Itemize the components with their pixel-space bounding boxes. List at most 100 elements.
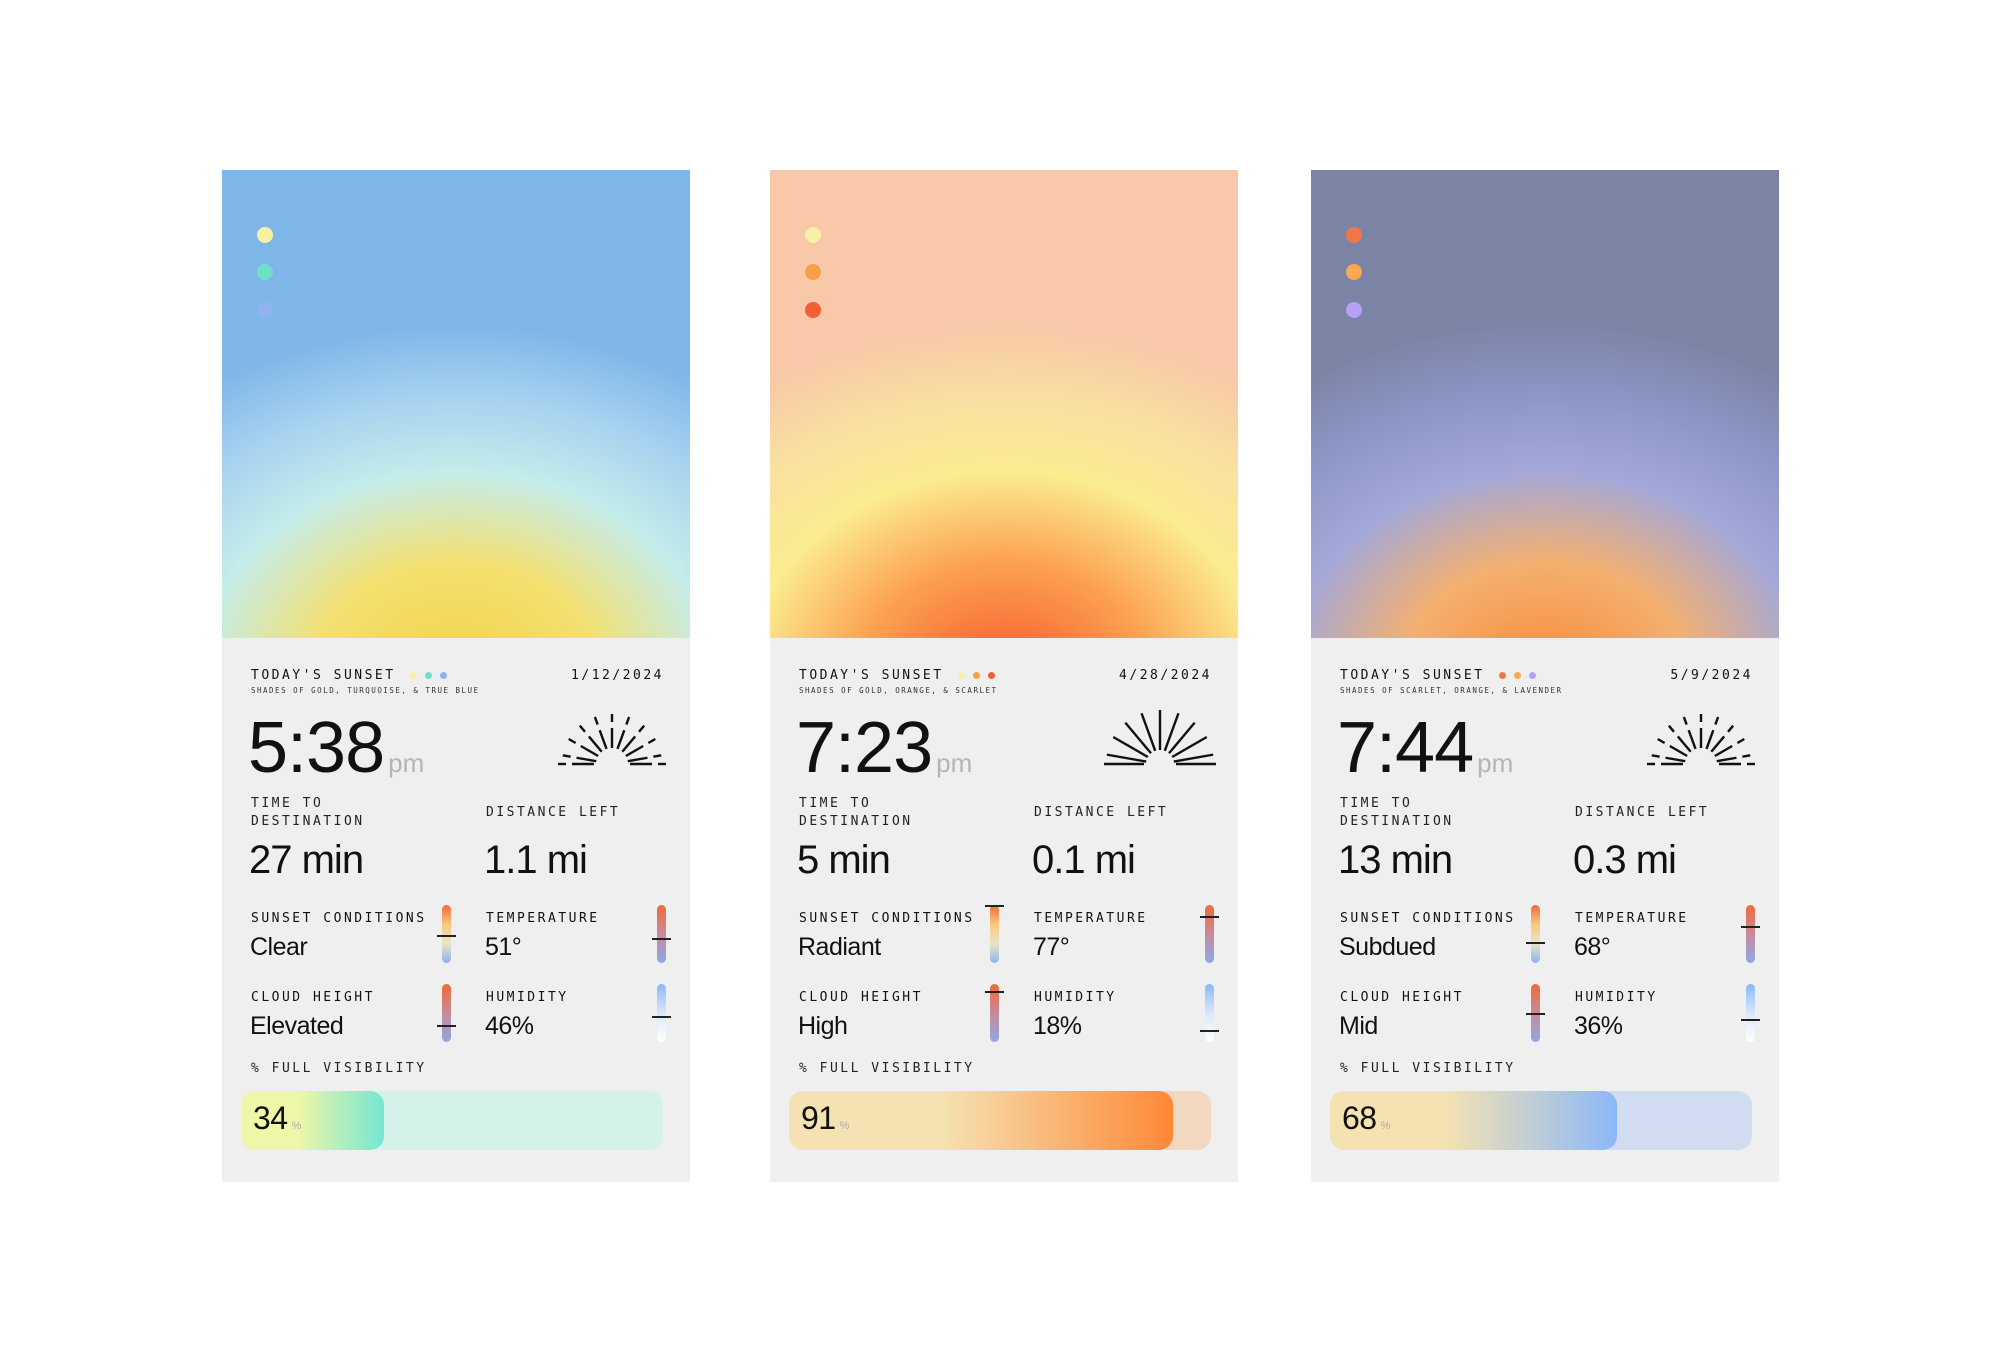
gauge-marker bbox=[1526, 1012, 1545, 1015]
gauge-marker bbox=[652, 1016, 671, 1019]
swatch-dot bbox=[410, 672, 417, 679]
temperature-gauge bbox=[652, 905, 671, 963]
color-swatch-dot bbox=[257, 302, 273, 318]
cloud-height-gauge bbox=[985, 984, 1004, 1042]
sunset-info-panel: TODAY'S SUNSET SHADES OF GOLD, TURQUOISE… bbox=[222, 638, 690, 1182]
humidity-value: 46% bbox=[485, 1012, 534, 1040]
sunset-time-value: 7:44 bbox=[1337, 708, 1474, 788]
cloud-height-value: Elevated bbox=[250, 1012, 344, 1040]
gauge-marker bbox=[437, 1024, 456, 1027]
sunset-card[interactable]: TODAY'S SUNSET SHADES OF SCARLET, ORANGE… bbox=[1311, 170, 1779, 1182]
sunset-date: 4/28/2024 bbox=[1119, 668, 1212, 683]
sunset-conditions-value: Clear bbox=[250, 933, 308, 961]
swatch-dot bbox=[425, 672, 432, 679]
sunset-date: 1/12/2024 bbox=[571, 668, 664, 683]
swatch-dot bbox=[958, 672, 965, 679]
color-swatch-dot bbox=[1346, 264, 1362, 280]
swatch-dot bbox=[988, 672, 995, 679]
temperature-value: 77° bbox=[1033, 933, 1070, 961]
sunset-conditions-label: SUNSET CONDITIONS bbox=[1340, 911, 1516, 926]
color-swatch-dot bbox=[1346, 302, 1362, 318]
humidity-label: HUMIDITY bbox=[486, 990, 569, 1005]
cloud-height-value: High bbox=[798, 1012, 848, 1040]
temperature-gauge bbox=[1741, 905, 1760, 963]
card-subtitle: SHADES OF GOLD, TURQUOISE, & TRUE BLUE bbox=[251, 686, 480, 695]
time-to-destination-value: 13 min bbox=[1338, 838, 1453, 882]
card-subtitle: SHADES OF SCARLET, ORANGE, & LAVENDER bbox=[1340, 686, 1563, 695]
swatch-dot bbox=[1499, 672, 1506, 679]
visibility-number: 68 bbox=[1342, 1100, 1377, 1136]
sunset-conditions-label: SUNSET CONDITIONS bbox=[251, 911, 427, 926]
header-swatches bbox=[410, 672, 447, 679]
temperature-value: 51° bbox=[485, 933, 522, 961]
gauge-marker bbox=[652, 938, 671, 941]
color-swatch-dot bbox=[805, 227, 821, 243]
distance-left-value: 0.1 mi bbox=[1032, 838, 1136, 882]
cloud-height-label: CLOUD HEIGHT bbox=[1340, 990, 1464, 1005]
sunset-card[interactable]: TODAY'S SUNSET SHADES OF GOLD, ORANGE, &… bbox=[770, 170, 1238, 1182]
swatch-dot bbox=[1514, 672, 1521, 679]
sunset-conditions-gauge bbox=[985, 905, 1004, 963]
visibility-bar-fill bbox=[241, 1091, 385, 1150]
temperature-label: TEMPERATURE bbox=[1034, 911, 1148, 926]
visibility-bar: 34% bbox=[241, 1091, 663, 1150]
visibility-unit: % bbox=[291, 1120, 302, 1132]
temperature-gauge bbox=[1200, 905, 1219, 963]
swatch-dot bbox=[1529, 672, 1536, 679]
temperature-label: TEMPERATURE bbox=[486, 911, 600, 926]
gauge-marker bbox=[1526, 941, 1545, 944]
humidity-gauge bbox=[1741, 984, 1760, 1042]
humidity-label: HUMIDITY bbox=[1034, 990, 1117, 1005]
sunset-time: 7:23 pm bbox=[796, 706, 972, 805]
meridiem: pm bbox=[388, 748, 425, 778]
sunset-gradient-image bbox=[1311, 170, 1779, 638]
visibility-label: % FULL VISIBILITY bbox=[799, 1061, 975, 1076]
sunburst-icon bbox=[1647, 714, 1755, 766]
card-title: TODAY'S SUNSET bbox=[251, 668, 396, 683]
distance-left-value: 1.1 mi bbox=[484, 838, 588, 882]
gauge-marker bbox=[437, 934, 456, 937]
sunset-conditions-label: SUNSET CONDITIONS bbox=[799, 911, 975, 926]
sunset-conditions-gauge bbox=[437, 905, 456, 963]
sunset-time-value: 7:23 bbox=[796, 708, 933, 788]
swatch-dot bbox=[440, 672, 447, 679]
visibility-unit: % bbox=[839, 1120, 850, 1132]
sunset-info-panel: TODAY'S SUNSET SHADES OF GOLD, ORANGE, &… bbox=[770, 638, 1238, 1182]
distance-left-label: DISTANCE LEFT bbox=[486, 805, 621, 820]
humidity-value: 36% bbox=[1574, 1012, 1623, 1040]
gauge-marker bbox=[1200, 916, 1219, 919]
color-swatch-dot bbox=[805, 264, 821, 280]
card-subtitle: SHADES OF GOLD, ORANGE, & SCARLET bbox=[799, 686, 998, 695]
gauge-marker bbox=[1741, 926, 1760, 929]
time-to-destination-label: TIME TO DESTINATION bbox=[799, 796, 913, 829]
sunset-time: 5:38 pm bbox=[248, 706, 424, 805]
sunset-conditions-value: Subdued bbox=[1339, 933, 1436, 961]
gauge-marker bbox=[985, 905, 1004, 907]
gauge-marker bbox=[985, 991, 1004, 994]
card-title: TODAY'S SUNSET bbox=[799, 668, 944, 683]
meridiem: pm bbox=[1477, 748, 1514, 778]
color-swatch-dot bbox=[805, 302, 821, 318]
time-to-destination-label: TIME TO DESTINATION bbox=[251, 796, 365, 829]
visibility-bar: 68% bbox=[1330, 1091, 1752, 1150]
visibility-bar-fill bbox=[1330, 1091, 1617, 1150]
visibility-bar: 91% bbox=[789, 1091, 1211, 1150]
sunset-card[interactable]: TODAY'S SUNSET SHADES OF GOLD, TURQUOISE… bbox=[222, 170, 690, 1182]
humidity-value: 18% bbox=[1033, 1012, 1082, 1040]
sunset-conditions-gauge bbox=[1526, 905, 1545, 963]
color-swatch-dot bbox=[257, 227, 273, 243]
sunset-time-value: 5:38 bbox=[248, 708, 385, 788]
distance-left-label: DISTANCE LEFT bbox=[1575, 805, 1710, 820]
card-title: TODAY'S SUNSET bbox=[1340, 668, 1485, 683]
time-to-destination-label: TIME TO DESTINATION bbox=[1340, 796, 1454, 829]
cloud-height-label: CLOUD HEIGHT bbox=[251, 990, 375, 1005]
color-swatch-dot bbox=[257, 264, 273, 280]
gauge-marker bbox=[1741, 1018, 1760, 1021]
cloud-height-label: CLOUD HEIGHT bbox=[799, 990, 923, 1005]
time-to-destination-value: 27 min bbox=[249, 838, 364, 882]
sunset-gradient-image bbox=[770, 170, 1238, 638]
time-to-destination-value: 5 min bbox=[797, 838, 891, 882]
humidity-label: HUMIDITY bbox=[1575, 990, 1658, 1005]
header-swatches bbox=[1499, 672, 1536, 679]
visibility-value: 91% bbox=[801, 1100, 849, 1137]
